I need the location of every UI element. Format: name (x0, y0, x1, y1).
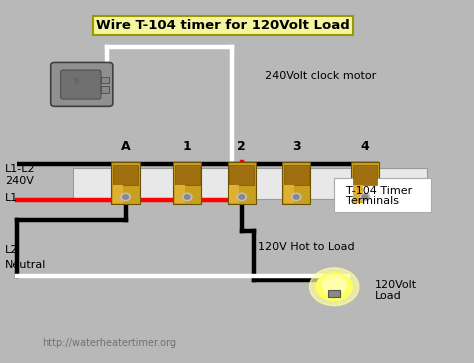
FancyBboxPatch shape (353, 185, 363, 203)
Text: Terminals: Terminals (346, 196, 399, 207)
Circle shape (292, 193, 301, 200)
Circle shape (239, 195, 245, 199)
Text: Wire T-104 timer for 120Volt Load: Wire T-104 timer for 120Volt Load (96, 19, 350, 32)
Text: L1: L1 (5, 193, 18, 203)
FancyBboxPatch shape (101, 77, 109, 83)
FancyBboxPatch shape (284, 185, 294, 203)
Text: 3: 3 (292, 140, 301, 153)
Text: A: A (121, 140, 130, 153)
FancyBboxPatch shape (175, 166, 200, 185)
Text: T-104 Timer: T-104 Timer (346, 185, 412, 196)
FancyBboxPatch shape (101, 86, 109, 93)
Text: 2: 2 (237, 140, 246, 153)
Text: L2: L2 (5, 245, 18, 256)
Circle shape (362, 195, 368, 199)
FancyBboxPatch shape (111, 163, 140, 204)
FancyBboxPatch shape (229, 185, 239, 203)
Text: Load: Load (374, 291, 401, 301)
Text: Neutral: Neutral (5, 260, 46, 270)
FancyBboxPatch shape (51, 62, 113, 106)
FancyBboxPatch shape (173, 163, 201, 204)
Circle shape (293, 195, 299, 199)
FancyBboxPatch shape (61, 70, 101, 99)
Circle shape (310, 268, 359, 306)
Text: 4: 4 (361, 140, 369, 153)
Text: 120Volt: 120Volt (374, 280, 417, 290)
FancyBboxPatch shape (73, 168, 427, 199)
Text: L1-L2: L1-L2 (5, 164, 36, 174)
FancyBboxPatch shape (334, 178, 431, 212)
Text: 120V Hot to Load: 120V Hot to Load (258, 242, 355, 252)
Circle shape (184, 195, 190, 199)
FancyBboxPatch shape (328, 290, 340, 297)
Text: |||: ||| (73, 78, 79, 83)
FancyBboxPatch shape (284, 166, 309, 185)
FancyBboxPatch shape (229, 166, 254, 185)
FancyBboxPatch shape (282, 163, 310, 204)
Circle shape (123, 195, 128, 199)
Text: 240V: 240V (5, 176, 34, 187)
FancyBboxPatch shape (113, 185, 123, 203)
FancyBboxPatch shape (351, 163, 379, 204)
Circle shape (237, 193, 246, 200)
Text: 240Volt clock motor: 240Volt clock motor (265, 71, 377, 81)
Circle shape (316, 273, 352, 301)
Circle shape (360, 193, 370, 200)
Text: 1: 1 (183, 140, 191, 153)
Circle shape (322, 276, 346, 294)
FancyBboxPatch shape (353, 166, 377, 185)
Circle shape (121, 193, 130, 200)
Circle shape (182, 193, 192, 200)
FancyBboxPatch shape (228, 163, 256, 204)
Text: http://waterheatertimer.org: http://waterheatertimer.org (42, 338, 176, 348)
FancyBboxPatch shape (175, 185, 185, 203)
FancyBboxPatch shape (113, 166, 138, 185)
